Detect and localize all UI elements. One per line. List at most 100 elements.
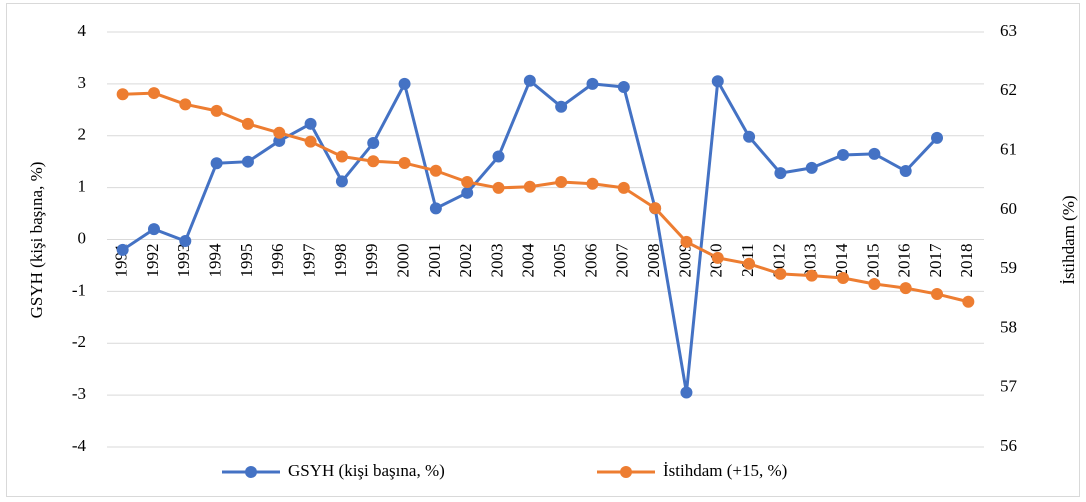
x-tick-label: 2018 — [957, 244, 976, 278]
point — [743, 130, 756, 143]
series-line — [122, 91, 969, 304]
point — [210, 104, 223, 117]
x-tick-label: 1993 — [174, 244, 193, 278]
y2-tick-label: 58 — [1000, 317, 1017, 336]
point — [586, 177, 599, 190]
x-tick-label: 2007 — [613, 243, 632, 278]
point — [461, 175, 474, 188]
y2-tick-label: 63 — [1000, 21, 1017, 40]
x-tick-label: 2016 — [895, 244, 914, 278]
point — [680, 235, 693, 248]
point — [398, 157, 411, 170]
point — [899, 282, 912, 295]
point — [523, 180, 536, 193]
point — [492, 150, 505, 163]
point — [899, 165, 912, 178]
y-axis-title: GSYH (kişi başına, %) — [27, 162, 46, 319]
point — [837, 272, 850, 285]
point — [774, 267, 787, 280]
point — [617, 80, 630, 93]
point — [805, 161, 818, 174]
x-tick-label: 1994 — [206, 243, 225, 278]
point — [367, 155, 380, 168]
y2-tick-label: 59 — [1000, 258, 1017, 277]
point — [116, 88, 129, 101]
point — [743, 257, 756, 270]
point — [398, 77, 411, 90]
y2-tick-label: 62 — [1000, 80, 1017, 99]
point — [241, 117, 254, 130]
y-tick-label: 2 — [78, 125, 87, 144]
point — [429, 164, 442, 177]
point — [711, 251, 724, 264]
point — [931, 131, 944, 144]
point — [147, 87, 160, 100]
x-tick-label: 1999 — [362, 244, 381, 278]
x-tick-label: 2009 — [675, 244, 694, 278]
point — [304, 117, 317, 130]
x-tick-label: 2003 — [487, 244, 506, 278]
point — [429, 202, 442, 215]
x-tick-label: 1995 — [237, 244, 256, 278]
point — [649, 202, 662, 215]
y2-tick-label: 57 — [1000, 377, 1018, 396]
point — [241, 155, 254, 168]
point — [523, 74, 536, 87]
y2-tick-label: 61 — [1000, 139, 1017, 158]
point — [179, 235, 192, 248]
x-tick-label: 2001 — [425, 244, 444, 278]
point — [179, 98, 192, 111]
y2-axis-title: İstihdam (%) — [1059, 195, 1078, 284]
x-tick-label: 2008 — [644, 244, 663, 278]
legend-marker — [245, 466, 257, 478]
x-tick-label: 2014 — [832, 243, 851, 278]
x-tick-label: 1992 — [143, 244, 162, 278]
y-tick-label: 1 — [78, 177, 87, 196]
x-tick-label: 2002 — [456, 244, 475, 278]
x-tick-label: 2017 — [926, 243, 945, 278]
point — [711, 75, 724, 88]
point — [147, 223, 160, 236]
x-tick-label: 2006 — [581, 244, 600, 278]
point — [210, 157, 223, 170]
point — [555, 100, 568, 113]
point — [461, 186, 474, 199]
point — [555, 175, 568, 188]
y-tick-label: -2 — [72, 332, 86, 351]
point — [868, 277, 881, 290]
point — [335, 175, 348, 188]
y-tick-label: 0 — [78, 228, 87, 247]
chart-border — [6, 3, 1080, 497]
point — [962, 295, 975, 308]
x-tick-label: 2000 — [393, 244, 412, 278]
point — [586, 77, 599, 90]
x-tick-label: 2013 — [801, 244, 820, 278]
y-tick-label: -3 — [72, 384, 86, 403]
y-tick-label: -1 — [72, 280, 86, 299]
point — [837, 148, 850, 161]
y2-tick-label: 56 — [1000, 436, 1017, 455]
point — [335, 150, 348, 163]
y2-tick-label: 60 — [1000, 199, 1017, 218]
point — [304, 135, 317, 148]
point — [617, 181, 630, 194]
y-tick-label: 4 — [78, 21, 87, 40]
legend-marker — [620, 466, 632, 478]
x-tick-label: 1996 — [268, 244, 287, 278]
x-tick-label: 1997 — [299, 243, 318, 278]
y-tick-label: -4 — [72, 436, 87, 455]
point — [116, 243, 129, 256]
legend-label: İstihdam (+15, %) — [663, 461, 787, 480]
point — [367, 137, 380, 150]
point — [273, 126, 286, 139]
point — [774, 167, 787, 180]
point — [805, 269, 818, 282]
legend-label: GSYH (kişi başına, %) — [288, 461, 445, 480]
x-tick-label: 2015 — [863, 244, 882, 278]
x-tick-label: 2004 — [519, 243, 538, 278]
point — [492, 181, 505, 194]
point — [931, 288, 944, 301]
x-tick-label: 2005 — [550, 244, 569, 278]
x-tick-label: 1998 — [331, 244, 350, 278]
